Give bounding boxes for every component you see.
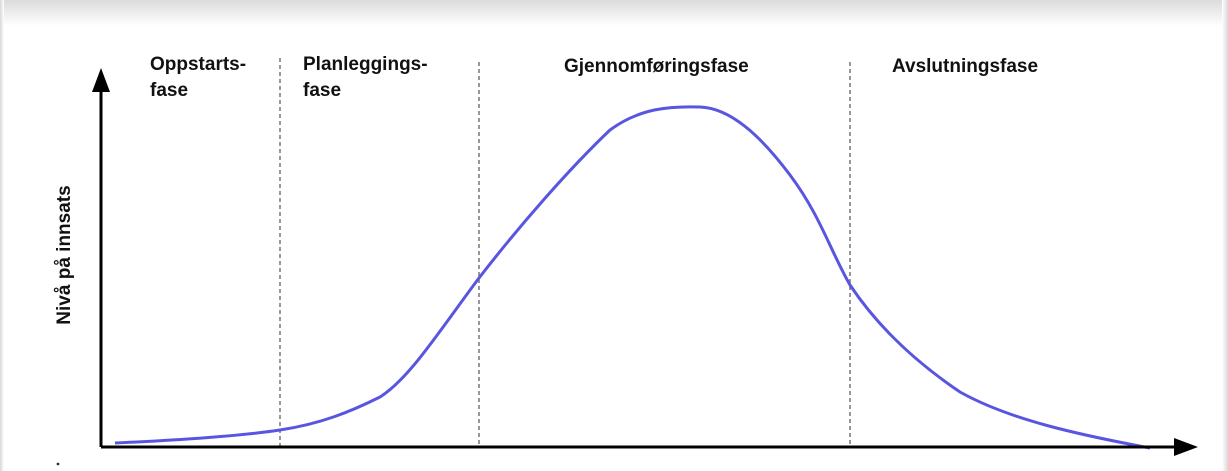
- origin-mark: [56, 462, 60, 466]
- phase-label-planlegging: Planleggings- fase: [303, 54, 433, 101]
- top-shadow: [0, 0, 1228, 26]
- phase-label-oppstart: Oppstarts- fase: [150, 54, 251, 101]
- y-axis-label: Nivå på innsats: [54, 185, 75, 324]
- phase-label-gjennomforing: Gjennomføringsfase: [564, 56, 749, 77]
- phase-label-avslutning: Avslutningsfase: [892, 56, 1038, 77]
- x-axis-arrowhead: [1174, 438, 1198, 456]
- effort-curve: [114, 105, 1151, 450]
- left-edge-shadow: [0, 0, 4, 471]
- y-axis-arrowhead: [92, 68, 110, 92]
- right-edge-shadow: [1222, 0, 1228, 471]
